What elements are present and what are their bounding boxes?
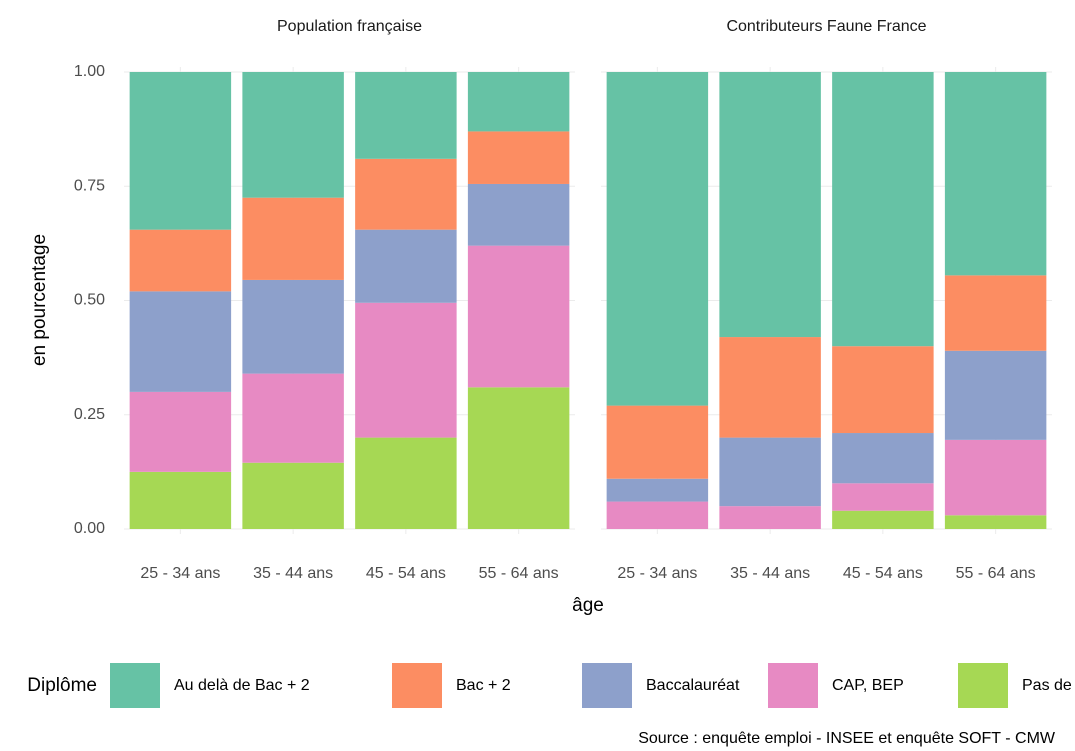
bar-segment xyxy=(832,346,934,434)
bar-segment xyxy=(355,72,457,159)
bar-segment xyxy=(467,72,570,132)
bar-segment xyxy=(242,373,344,463)
bar-segment xyxy=(944,275,1047,351)
x-tick-label: 25 - 34 ans xyxy=(140,565,220,582)
bar-segment xyxy=(719,72,821,338)
y-tick-label: 0.50 xyxy=(74,292,105,309)
bar-segment xyxy=(832,510,934,529)
legend-key xyxy=(110,663,160,708)
legend-title: Diplôme xyxy=(27,675,97,696)
legend-key xyxy=(958,663,1008,708)
bar-segment xyxy=(719,506,821,529)
bar-segment xyxy=(129,291,232,392)
bar-segment xyxy=(944,439,1047,516)
bar-segment xyxy=(129,471,232,529)
bar-segment xyxy=(355,158,457,230)
x-tick-label: 35 - 44 ans xyxy=(253,565,333,582)
x-tick-label: 45 - 54 ans xyxy=(366,565,446,582)
bar-segment xyxy=(606,405,709,479)
bar-segment xyxy=(606,478,709,502)
bar-segment xyxy=(129,229,232,292)
bar-segment xyxy=(129,391,232,472)
legend-label: Baccalauréat xyxy=(646,677,740,694)
legend-key xyxy=(582,663,632,708)
bar-segment xyxy=(355,437,457,529)
bar-segment xyxy=(944,350,1047,440)
caption: Source : enquête emploi - INSEE et enquê… xyxy=(638,730,1056,747)
bar-segment xyxy=(606,501,709,529)
facet-title: Contributeurs Faune France xyxy=(726,18,926,35)
bar-segment xyxy=(832,72,934,347)
facet-title: Population française xyxy=(277,18,422,35)
x-tick-label: 25 - 34 ans xyxy=(617,565,697,582)
bar-segment xyxy=(355,302,457,438)
bar-segment xyxy=(129,72,232,230)
bar-segment xyxy=(242,462,344,529)
bar-segment xyxy=(832,433,934,484)
x-tick-label: 55 - 64 ans xyxy=(479,565,559,582)
legend-key xyxy=(392,663,442,708)
bar-segment xyxy=(719,337,821,438)
legend-key xyxy=(768,663,818,708)
bar-segment xyxy=(355,229,457,303)
legend-label: Au delà de Bac + 2 xyxy=(174,677,310,694)
y-tick-label: 0.25 xyxy=(74,406,105,423)
bar-segment xyxy=(242,197,344,280)
x-tick-label: 45 - 54 ans xyxy=(843,565,923,582)
y-tick-label: 0.00 xyxy=(74,520,105,537)
legend-label: CAP, BEP xyxy=(832,677,904,694)
x-tick-label: 35 - 44 ans xyxy=(730,565,810,582)
legend-label: Pas de diplôme xyxy=(1022,677,1075,694)
x-axis-label: âge xyxy=(572,595,604,616)
bar-segment xyxy=(832,483,934,511)
y-axis-label: en pourcentage xyxy=(29,234,50,366)
bar-segment xyxy=(467,183,570,246)
x-tick-label: 55 - 64 ans xyxy=(956,565,1036,582)
bar-segment xyxy=(467,131,570,184)
bar-segment xyxy=(467,245,570,388)
y-tick-label: 1.00 xyxy=(74,63,105,80)
legend-label: Bac + 2 xyxy=(456,677,511,694)
bar-segment xyxy=(719,437,821,507)
y-tick-label: 0.75 xyxy=(74,177,105,194)
bar-segment xyxy=(944,72,1047,276)
bar-segment xyxy=(606,72,709,406)
bar-segment xyxy=(242,72,344,198)
bar-segment xyxy=(242,279,344,374)
bar-segment xyxy=(467,387,570,529)
bar-segment xyxy=(944,515,1047,529)
